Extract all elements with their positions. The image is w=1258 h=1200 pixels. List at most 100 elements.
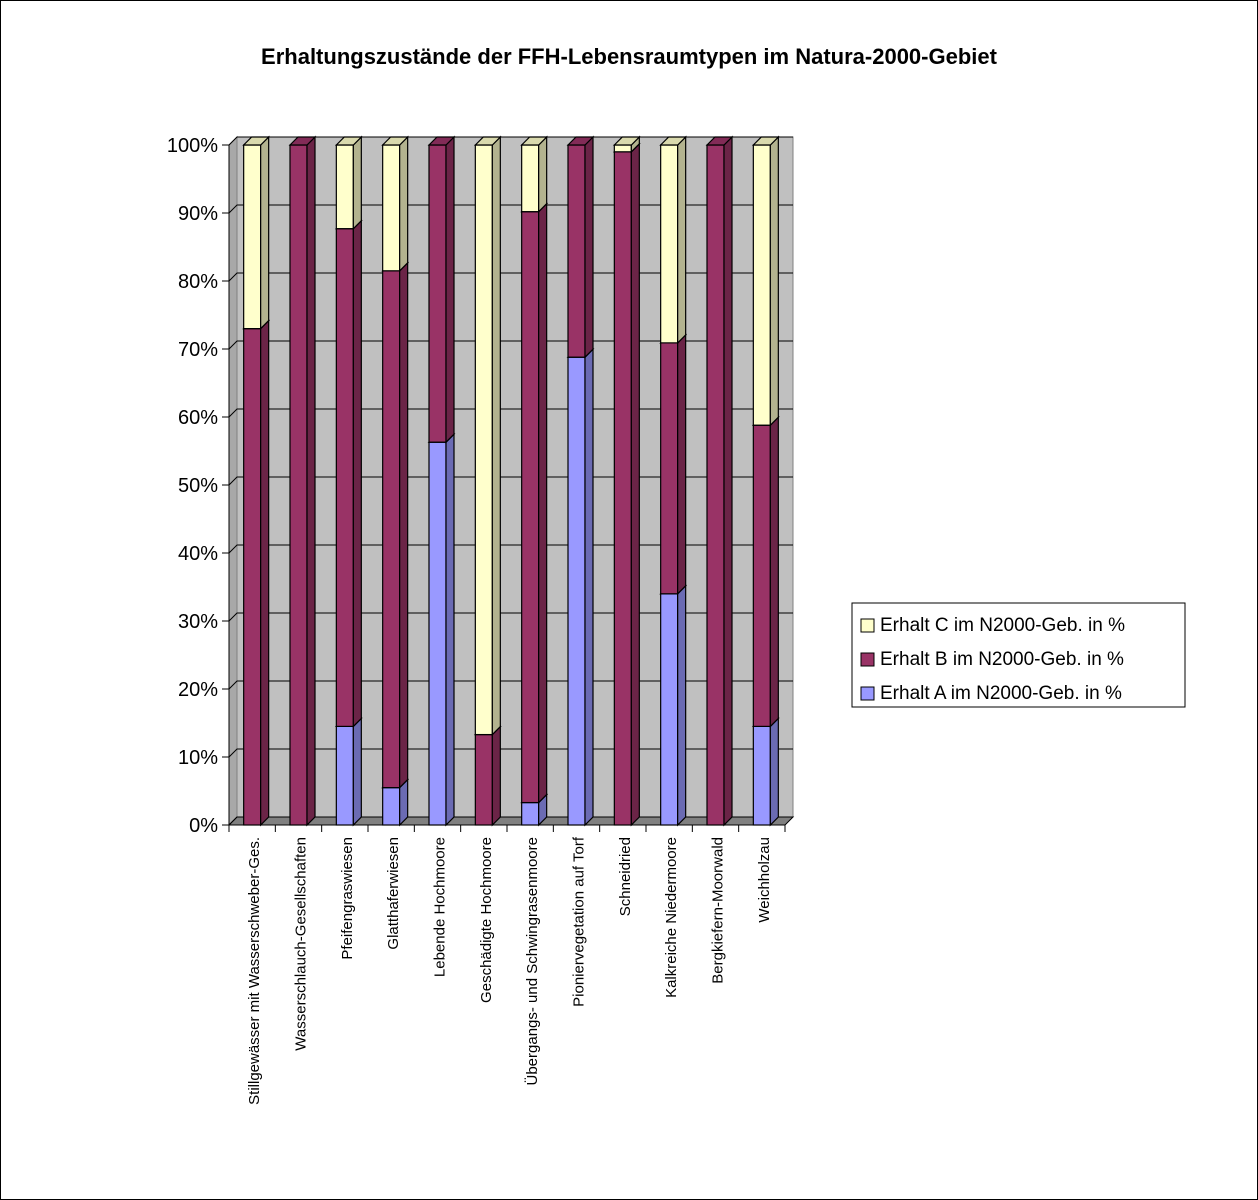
bar-side <box>352 135 362 231</box>
gridline <box>228 544 793 554</box>
bar-segment <box>612 142 641 827</box>
bar-front <box>660 144 679 344</box>
bar-top <box>427 136 456 146</box>
chart-title: Erhaltungszustände der FFH-Lebensraumtyp… <box>261 44 997 69</box>
y-tick-label: 50% <box>178 475 218 497</box>
bar-top <box>705 136 734 146</box>
bar-segment <box>612 135 641 154</box>
bars <box>242 135 780 827</box>
bar-segment <box>288 135 317 827</box>
x-tick-label: Geschädigte Hochmoore <box>478 837 495 1003</box>
bar-front <box>289 144 308 826</box>
bar-front <box>660 342 679 595</box>
bar-segment <box>751 415 780 728</box>
bar-segment <box>334 716 363 827</box>
bar-front <box>706 144 725 826</box>
bar-top <box>242 136 271 146</box>
bar-side <box>769 135 779 427</box>
gridline <box>228 204 793 214</box>
bar-side <box>399 135 409 273</box>
x-tick-label: Schneidried <box>617 837 634 916</box>
bar-side <box>445 135 455 444</box>
x-tick-label: Übergangs- und Schwingrasenmoore <box>523 837 541 1085</box>
bar-front <box>521 801 540 826</box>
bar-side <box>677 584 687 827</box>
bar-segment <box>473 725 502 827</box>
bar-top <box>381 136 410 146</box>
gridline <box>228 748 793 758</box>
bar-side <box>352 219 362 728</box>
gridline <box>228 816 793 826</box>
x-tick-label: Pioniervegetation auf Torf <box>571 836 588 1007</box>
bar-side <box>538 202 548 805</box>
gridline <box>228 340 793 350</box>
gridlines <box>228 136 793 826</box>
bar-segment <box>334 219 363 728</box>
legend-label: Erhalt B im N2000-Geb. in % <box>880 649 1124 670</box>
bar-side <box>260 319 270 827</box>
x-tick-label: Kalkreiche Niedermoore <box>663 837 680 998</box>
bar-segment <box>705 135 734 827</box>
bar-segment <box>381 261 410 790</box>
bar-side <box>538 135 548 214</box>
bar-segment <box>659 584 688 827</box>
y-tick-label: 30% <box>178 611 218 633</box>
bar-side <box>723 135 733 827</box>
x-tick-label: Wasserschlauch-Gesellschaften <box>293 837 310 1051</box>
bar-side <box>769 415 779 728</box>
bar-front <box>613 151 632 826</box>
bar-top <box>334 136 363 146</box>
y-tick-label: 90% <box>178 203 218 225</box>
y-tick-label: 10% <box>178 747 218 769</box>
bar-front <box>335 228 354 728</box>
bar-side <box>677 333 687 596</box>
bar-front <box>382 786 401 826</box>
bar-segment <box>659 135 688 345</box>
y-tick-label: 80% <box>178 271 218 293</box>
bar-side <box>769 716 779 827</box>
bar-top <box>473 136 502 146</box>
gridline <box>228 612 793 622</box>
gridline <box>228 476 793 486</box>
x-tick-label: Glatthaferwiesen <box>385 837 402 950</box>
gridline <box>228 680 793 690</box>
bar-segment <box>242 135 271 331</box>
x-tick-label: Bergkiefern-Moorwald <box>710 837 727 984</box>
bar-top <box>659 136 688 146</box>
bar-front <box>335 725 354 826</box>
legend-swatch <box>860 618 875 633</box>
bar-front <box>243 144 262 330</box>
bar-side <box>306 135 316 827</box>
legend-swatch <box>860 652 875 667</box>
y-tick-label: 100% <box>167 135 218 157</box>
bar-segment <box>427 432 456 827</box>
bar-front <box>567 144 586 358</box>
bar-side <box>677 135 687 345</box>
bar-front <box>382 144 401 272</box>
bar-side <box>445 432 455 827</box>
bar-side <box>399 261 409 790</box>
legend: Erhalt C im N2000-Geb. in % Erhalt B im N… <box>851 602 1186 708</box>
bar-front <box>243 328 262 826</box>
bar-front <box>474 144 493 736</box>
legend-swatch <box>860 686 875 701</box>
bar-side <box>491 135 501 737</box>
y-tick-label: 20% <box>178 679 218 701</box>
legend-box <box>851 602 1186 708</box>
bar-front <box>613 144 632 153</box>
gridline <box>228 272 793 282</box>
bar-segment <box>751 135 780 427</box>
bar-front <box>474 733 493 826</box>
bar-front <box>752 424 771 727</box>
bar-segment <box>566 347 595 827</box>
bar-segment <box>427 135 456 444</box>
bar-top <box>751 136 780 146</box>
x-tick-label: Pfeifengraswiesen <box>339 837 356 960</box>
bar-front <box>660 593 679 826</box>
bar-side <box>584 347 594 827</box>
y-tick-label: 40% <box>178 543 218 565</box>
bar-side <box>352 716 362 827</box>
bar-front <box>567 356 586 826</box>
legend-label: Erhalt A im N2000-Geb. in % <box>880 683 1122 704</box>
